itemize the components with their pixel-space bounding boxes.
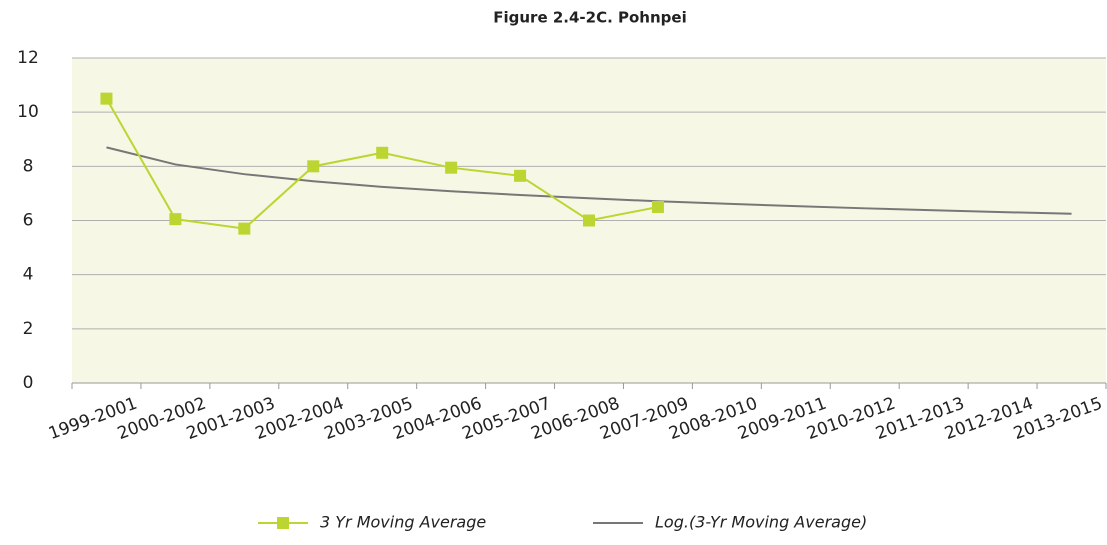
y-tick-label: 8: [23, 156, 34, 176]
y-tick-label: 2: [23, 319, 34, 339]
marker: [307, 160, 320, 173]
chart-title: Figure 2.4-2C. Pohnpei: [493, 9, 686, 27]
marker: [583, 214, 595, 227]
y-tick-label: 6: [23, 211, 34, 231]
marker: [514, 169, 527, 182]
marker: [238, 222, 251, 235]
y-tick-label: 12: [17, 48, 39, 68]
legend-label: Log.(3-Yr Moving Average): [655, 513, 867, 532]
marker: [376, 146, 389, 159]
y-tick-label: 10: [17, 102, 39, 122]
marker: [100, 92, 113, 105]
y-tick-label: 0: [23, 373, 34, 393]
marker: [169, 213, 182, 226]
legend-marker: [277, 517, 289, 529]
marker: [651, 200, 664, 213]
marker: [445, 161, 458, 174]
legend-label: 3 Yr Moving Average: [320, 513, 486, 532]
series-line: [106, 146, 1072, 215]
y-tick-label: 4: [23, 265, 34, 285]
